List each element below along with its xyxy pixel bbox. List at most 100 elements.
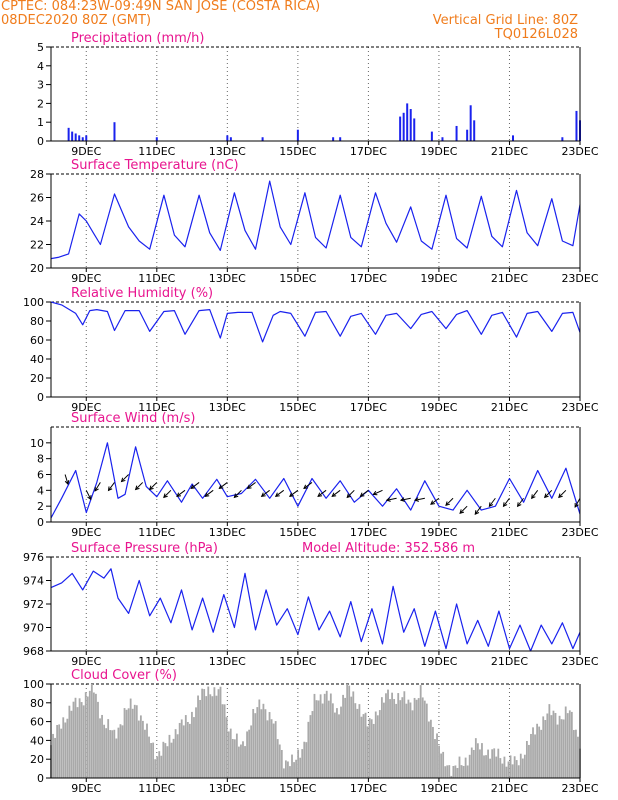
header-date: 08DEC2020 80Z (GMT) xyxy=(1,13,152,28)
panel-6-cloud-bar-10 xyxy=(70,710,73,778)
panel-4-wind-arrow-14 xyxy=(261,489,270,497)
panel-6-cloud-bar-54 xyxy=(160,755,163,778)
panel-6-cloud-bar-210 xyxy=(479,749,481,778)
panel-6-cloud-bar-109 xyxy=(272,723,275,778)
panel-6-cloud-bar-229 xyxy=(517,765,520,778)
panel-6-xtick-label-3: 15DEC xyxy=(279,782,316,795)
panel-6-cloud-bar-143 xyxy=(342,694,344,778)
panel-4-wind-arrow-23 xyxy=(386,497,397,501)
panel-6-cloud-bar-208 xyxy=(474,738,477,778)
panel-6-cloud-bar-240 xyxy=(540,729,543,778)
panel-6-cloud-bar-105 xyxy=(264,709,267,778)
panel-3-title: Relative Humidity (%) xyxy=(71,286,213,301)
panel-4-xtick-label-5: 19DEC xyxy=(420,526,457,539)
panel-6-cloud-bar-113 xyxy=(280,749,283,778)
panel-4-wind-arrowhead-3 xyxy=(107,486,113,492)
panel-4-wind-arrow-33 xyxy=(531,490,539,499)
panel-6-cloud-bar-132 xyxy=(319,694,322,778)
panel-6-cloud-bar-120 xyxy=(295,759,297,778)
panel-6-cloud-bar-192 xyxy=(442,751,445,778)
panel-4-wind-arrowhead-34 xyxy=(543,493,549,499)
panel-6-xtick-label-1: 11DEC xyxy=(138,782,175,795)
panel-2-ytick-label-4: 28 xyxy=(30,168,44,181)
panel-6-cloud-bar-144 xyxy=(344,697,347,778)
panel-6-cloud-bar-170 xyxy=(397,693,400,778)
panel-6-cloud-bar-37 xyxy=(125,709,128,778)
panel-6-cloud-bar-226 xyxy=(511,764,514,778)
panel-1-bar-17 xyxy=(409,109,412,141)
panel-3-ytick-label-0: 0 xyxy=(37,391,44,404)
panel-6-cloud-bar-254 xyxy=(568,710,571,778)
panel-3-xtick-label-5: 19DEC xyxy=(420,401,457,414)
panel-6-cloud-bar-8 xyxy=(66,718,69,778)
panel-6-cloud-bar-256 xyxy=(572,730,575,778)
panel-6-cloud-bar-1 xyxy=(52,733,54,778)
panel-4-wind-arrowhead-4 xyxy=(120,477,126,483)
panel-4-ytick-label-3: 6 xyxy=(37,469,44,482)
panel-4-wind-arrow-25 xyxy=(414,497,425,501)
panel-4-xtick-label-1: 11DEC xyxy=(138,526,175,539)
panel-6-cloud-bar-146 xyxy=(348,685,351,778)
panel-1-xtick-label-5: 19DEC xyxy=(420,145,457,158)
panel-6-cloud-bar-104 xyxy=(262,703,265,778)
panel-6-cloud-bar-51 xyxy=(154,759,157,778)
panel-6-cloud-bar-175 xyxy=(407,699,410,778)
panel-6-cloud-bar-59 xyxy=(170,742,173,778)
panel-3-ytick-label-1: 20 xyxy=(30,372,44,385)
panel-1-bar-20 xyxy=(441,137,444,141)
panel-6-cloud-bar-249 xyxy=(558,715,561,778)
panel-4-wind-arrowhead-27 xyxy=(445,501,450,507)
panel-6-cloud-bar-213 xyxy=(485,755,487,778)
panel-2-xtick-label-6: 21DEC xyxy=(491,272,528,285)
panel-6-cloud-bar-122 xyxy=(299,757,302,778)
panel-6-cloud-bar-30 xyxy=(111,730,114,778)
panel-3-ytick-label-2: 40 xyxy=(30,353,44,366)
panel-6-cloud-bar-85 xyxy=(223,704,226,778)
panel-6-cloud-bar-136 xyxy=(327,700,330,778)
panel-3-xtick-label-7: 23DEC xyxy=(561,401,598,414)
panel-6-cloud-bar-187 xyxy=(432,726,434,778)
panel-1-bar-10 xyxy=(261,137,264,141)
panel-6-cloud-bar-238 xyxy=(536,723,539,778)
panel-4-wind-arrow-13 xyxy=(247,482,256,489)
panel-6-cloud-bar-190 xyxy=(438,745,440,778)
panel-6-cloud-bar-5 xyxy=(60,728,63,778)
panel-6-cloud-bar-152 xyxy=(360,716,363,778)
panel-6-cloud-bar-188 xyxy=(434,739,436,778)
panel-6-cloud-bar-153 xyxy=(362,714,365,778)
panel-5-ytick-label-2: 972 xyxy=(23,598,44,611)
panel-6-cloud-bar-197 xyxy=(452,765,455,778)
panel-6-cloud-bar-98 xyxy=(250,725,253,778)
panel-1-xtick-label-4: 17DEC xyxy=(350,145,387,158)
panel-6-cloud-bar-94 xyxy=(242,741,244,778)
panel-1-bar-4 xyxy=(81,137,84,141)
panel-4-xtick-label-0: 9DEC xyxy=(71,526,101,539)
panel-6-cloud-bar-6 xyxy=(62,717,65,778)
panel-4-wind-arrow-1 xyxy=(85,490,92,500)
panel-5-annotation: Model Altitude: 352.586 m xyxy=(302,541,475,556)
panel-2-xtick-label-0: 9DEC xyxy=(71,272,101,285)
panel-6-cloud-bar-44 xyxy=(139,715,142,778)
panel-1-xtick-label-2: 13DEC xyxy=(209,145,246,158)
panel-6-cloud-bar-253 xyxy=(566,713,569,778)
panel-6-cloud-bar-219 xyxy=(497,748,500,778)
panel-6-cloud-bar-45 xyxy=(142,720,144,778)
panel-6-ytick-label-2: 40 xyxy=(30,734,44,747)
panel-5-xtick-label-0: 9DEC xyxy=(71,655,101,668)
panel-6-cloud-bar-119 xyxy=(293,762,295,778)
panel-5-xtick-label-1: 11DEC xyxy=(138,655,175,668)
panel-4-xtick-label-6: 21DEC xyxy=(491,526,528,539)
panel-4-wind-arrowhead-7 xyxy=(163,493,168,499)
panel-2-ytick-label-3: 26 xyxy=(30,192,44,205)
panel-6-cloud-bar-89 xyxy=(231,739,234,778)
panel-6-ytick-label-1: 20 xyxy=(30,753,44,766)
panel-6-cloud-bar-172 xyxy=(401,697,404,778)
panel-6-cloud-bar-24 xyxy=(99,718,101,778)
panel-6-cloud-bar-31 xyxy=(113,729,116,778)
panel-6-cloud-bar-139 xyxy=(334,712,336,778)
panel-6-cloud-bar-25 xyxy=(101,714,103,778)
panel-6-cloud-bar-36 xyxy=(123,708,126,778)
panel-4-wind-arrowhead-14 xyxy=(260,492,266,497)
panel-6-cloud-bar-196 xyxy=(450,775,453,778)
